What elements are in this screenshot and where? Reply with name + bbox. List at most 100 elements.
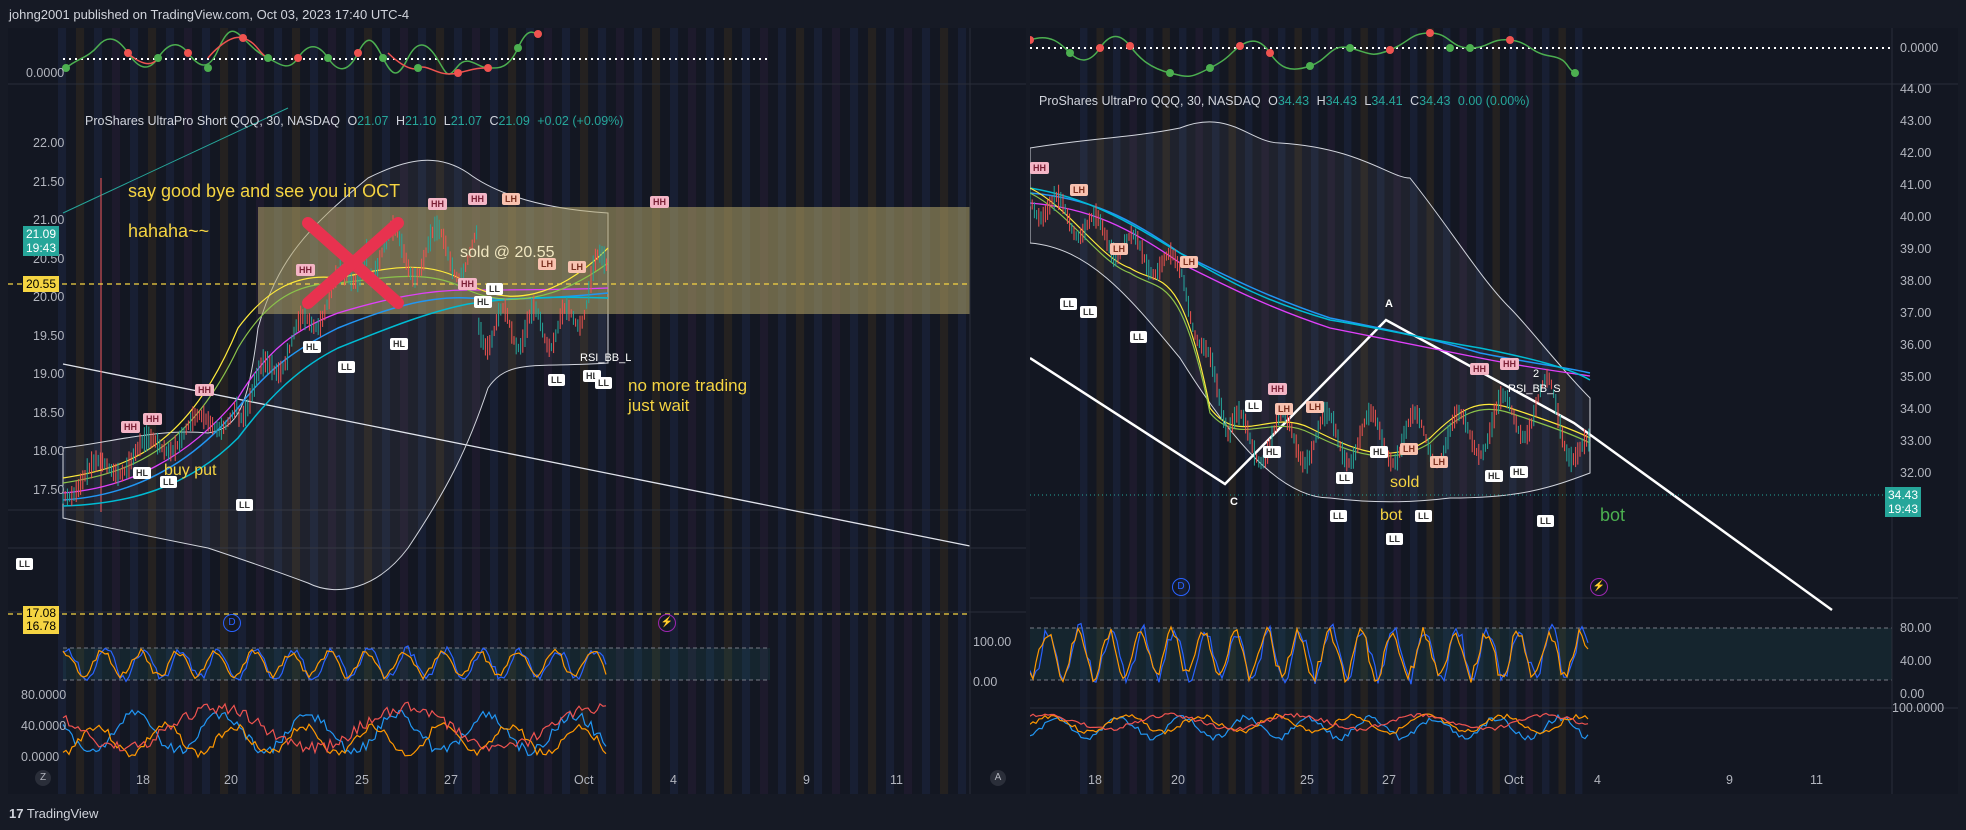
osc-dot — [184, 49, 192, 57]
session-stripe — [922, 28, 931, 794]
pivot-lh: LH — [502, 193, 520, 205]
osc-dot — [264, 54, 272, 62]
session-stripe — [202, 28, 211, 794]
pivot-hl: HL — [474, 296, 492, 308]
tradingview-logo-icon: 17 — [9, 806, 24, 821]
osc-dot — [154, 54, 162, 62]
session-stripe — [1393, 28, 1401, 794]
osc-dot — [354, 49, 362, 57]
left-chart-pane[interactable]: ProShares UltraPro Short QQQ, 30, NASDAQ… — [8, 28, 1026, 794]
session-stripe — [1344, 28, 1352, 794]
session-stripe — [580, 28, 589, 794]
legend-c-key: C — [1410, 94, 1420, 108]
legend-close: 34.43 — [1419, 94, 1451, 108]
annotation-goodbye: say good bye and see you in OCT — [128, 181, 401, 201]
right-chart-pane[interactable]: ProShares UltraPro QQQ, 30, NASDAQ O34.4… — [1030, 28, 1958, 794]
symbol-legend[interactable]: ProShares UltraPro QQQ, 30, NASDAQ O34.4… — [1039, 94, 1529, 108]
session-stripe — [1426, 28, 1434, 794]
osc-dot — [239, 34, 247, 42]
time-tick: 25 — [1300, 773, 1314, 787]
session-stripe — [940, 28, 949, 794]
pivot-ll: LL — [338, 361, 355, 373]
osc-dot — [414, 64, 422, 72]
left-chart-canvas[interactable] — [8, 28, 1026, 794]
price-tick: 19.00 — [33, 367, 65, 381]
pivot-lh: LH — [1110, 243, 1128, 255]
session-stripe — [598, 28, 607, 794]
trend-line — [62, 363, 971, 547]
session-stripe — [742, 28, 751, 794]
tradingview-logo[interactable]: 17 TradingView — [9, 806, 98, 821]
session-stripe — [760, 28, 769, 794]
rsi-bb-label: RSI_BB_L — [580, 352, 632, 364]
osc-dot — [534, 30, 542, 38]
stoch-d-line — [62, 647, 607, 681]
osc-dot — [454, 69, 462, 77]
pivot-lh: LH — [1306, 401, 1324, 413]
pivot-ll: LL — [1386, 533, 1403, 545]
osc-zero-label: 0.0000 — [26, 66, 65, 80]
last-price-badge: 21.09 19:43 — [23, 226, 60, 256]
osc-dot — [1446, 44, 1454, 52]
time-tick: 18 — [136, 773, 150, 787]
publish-header: johng2001 published on TradingView.com, … — [0, 0, 1966, 28]
session-stripe — [310, 28, 319, 794]
last-price-badge: 34.43 19:43 — [1885, 487, 1922, 517]
cross-out-mark — [302, 217, 404, 309]
session-stripe — [1261, 28, 1269, 794]
pattern-label-2: 2 — [1533, 368, 1540, 380]
session-stripe — [1360, 28, 1368, 794]
osc-dot — [1306, 62, 1314, 70]
session-stripe — [688, 28, 697, 794]
time-tick: Oct — [1504, 773, 1524, 787]
time-tick: 4 — [670, 773, 677, 787]
symbol-legend[interactable]: ProShares UltraPro Short QQQ, 30, NASDAQ… — [85, 114, 623, 128]
pivot-lh: LH — [1180, 256, 1198, 268]
pivot-ll: LL — [1130, 331, 1147, 343]
rsi-line — [62, 709, 607, 757]
pivot-hl: HL — [1370, 446, 1388, 458]
session-stripe — [274, 28, 283, 794]
legend-open: 21.07 — [357, 114, 389, 128]
legend-low: 21.07 — [450, 114, 482, 128]
osc-dot — [1386, 46, 1394, 54]
pivot-ll: LL — [1537, 515, 1554, 527]
pivot-lh: LH — [1275, 403, 1293, 415]
session-stripe — [868, 28, 877, 794]
price-tick: 36.00 — [1900, 338, 1932, 352]
pivot-lh: LH — [1070, 184, 1088, 196]
session-stripe — [1162, 28, 1170, 794]
osc-dot — [1126, 42, 1134, 50]
annotation-sold: sold @ 20.55 — [460, 244, 555, 261]
right-chart-canvas[interactable] — [1030, 28, 1958, 794]
session-stripe — [814, 28, 823, 794]
rsi-line — [62, 720, 607, 759]
price-tick: 21.50 — [33, 174, 65, 189]
legend-open: 34.43 — [1277, 94, 1310, 108]
timezone-z-icon[interactable]: Z — [35, 770, 51, 786]
session-stripe — [1525, 28, 1533, 794]
earnings-bolt-icon[interactable]: ⚡ — [1590, 578, 1608, 596]
session-stripe — [1113, 28, 1121, 794]
session-stripe — [1509, 28, 1517, 794]
pivot-hl: HL — [390, 338, 408, 350]
price-candles — [1030, 184, 1590, 474]
pivot-ll: LL — [548, 374, 565, 386]
dividend-icon[interactable]: D — [1172, 578, 1190, 596]
price-tick: 35.00 — [1900, 370, 1932, 384]
price-tick: 44.00 — [1900, 82, 1932, 96]
earnings-bolt-icon[interactable]: ⚡ — [658, 614, 676, 632]
osc-zero-label: 0.0000 — [1900, 41, 1939, 55]
price-tick: 20.00 — [33, 290, 65, 304]
session-stripe — [526, 28, 535, 794]
pattern-zigzag — [1030, 318, 1833, 612]
dividend-icon[interactable]: D — [223, 614, 241, 632]
pivot-lh: LH — [538, 258, 556, 270]
session-stripe — [670, 28, 679, 794]
session-stripe — [850, 28, 859, 794]
low-label-2: 16.78 — [26, 619, 57, 633]
session-stripe — [382, 28, 391, 794]
stoch-tick-0: 0.00 — [973, 675, 998, 689]
auto-scale-icon[interactable]: A — [990, 770, 1006, 786]
session-stripe — [238, 28, 247, 794]
